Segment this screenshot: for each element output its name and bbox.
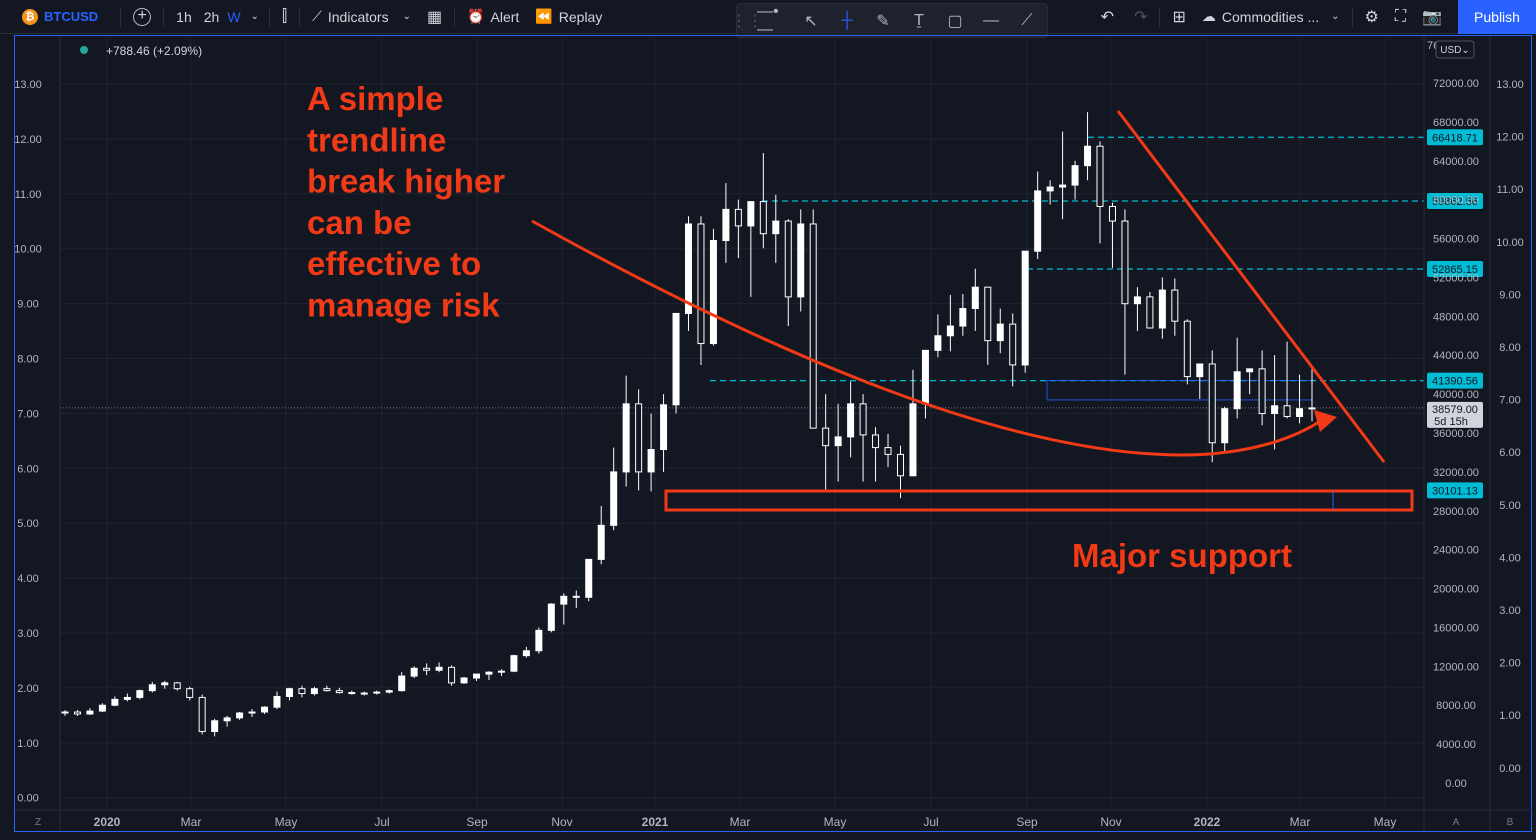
chevron-down-icon: ⌄: [1331, 11, 1340, 22]
indicators-icon: ⟋: [312, 8, 322, 24]
templates-grid-icon[interactable]: ▦: [426, 8, 443, 26]
layout-name: Commodities ...: [1221, 8, 1320, 25]
alert-label: Alert: [490, 8, 520, 25]
divider: [1159, 6, 1161, 27]
trend-line-icon[interactable]: ⟋: [1021, 11, 1033, 29]
symbol-label: BTCUSD: [44, 9, 99, 24]
indicators-label: Indicators: [327, 8, 389, 25]
compare-button[interactable]: +: [125, 0, 159, 34]
interval-2h[interactable]: 2h: [203, 8, 220, 25]
undo-icon[interactable]: ↶: [1100, 8, 1115, 26]
symbol-search[interactable]: ₿ BTCUSD: [0, 0, 106, 34]
settings-gear-icon[interactable]: ⚙: [1364, 8, 1379, 26]
divider: [299, 6, 301, 27]
divider: [454, 6, 456, 27]
indicators-button[interactable]: ⟋ Indicators ⌄: [304, 0, 419, 34]
candlestick-type-icon[interactable]: ⫿: [281, 7, 288, 25]
chart-frame: [14, 35, 1532, 832]
plus-circle-icon: +: [133, 7, 152, 26]
divider: [1351, 6, 1353, 27]
alert-button[interactable]: ⏰ Alert: [459, 0, 527, 34]
fullscreen-icon[interactable]: ⛶: [1394, 7, 1407, 25]
crosshair-line-icon[interactable]: —•—: [757, 2, 779, 38]
bitcoin-icon: ₿: [22, 8, 38, 25]
drag-handle-icon[interactable]: ⋮⋮: [731, 12, 763, 30]
layout-name-button[interactable]: ☁ Commodities ... ⌄: [1194, 0, 1348, 34]
replay-label: Replay: [558, 8, 603, 25]
interval-dropdown-chevron-icon[interactable]: ⌄: [250, 11, 259, 22]
divider: [268, 6, 270, 27]
interval-1h[interactable]: 1h: [176, 8, 192, 25]
cloud-icon: ☁: [1201, 8, 1216, 24]
camera-icon[interactable]: 📷: [1422, 8, 1442, 26]
divider: [163, 6, 165, 27]
chevron-down-icon: ⌄: [402, 11, 411, 22]
redo-icon[interactable]: ↷: [1134, 8, 1148, 26]
cursor-arrow-icon[interactable]: ↖: [804, 12, 818, 30]
text-tool-icon[interactable]: Ṯ: [914, 11, 924, 29]
publish-button[interactable]: Publish: [1458, 0, 1536, 34]
rewind-icon: ⏪: [535, 8, 553, 24]
layout-grid-icon[interactable]: ⊞: [1172, 8, 1186, 26]
horizontal-line-icon[interactable]: —: [983, 11, 999, 29]
rectangle-tool-icon[interactable]: ▢: [947, 12, 963, 30]
brush-icon[interactable]: ✎: [876, 12, 890, 30]
interval-w[interactable]: W: [227, 8, 241, 25]
divider: [120, 6, 122, 27]
alarm-clock-icon: ⏰: [467, 8, 485, 24]
drawing-toolbar: ⋮⋮ —•— ↖ ┼ ✎ Ṯ ▢ — ⟋: [731, 2, 1048, 38]
crosshair-icon[interactable]: ┼: [841, 11, 853, 29]
replay-button[interactable]: ⏪ Replay: [527, 0, 610, 34]
